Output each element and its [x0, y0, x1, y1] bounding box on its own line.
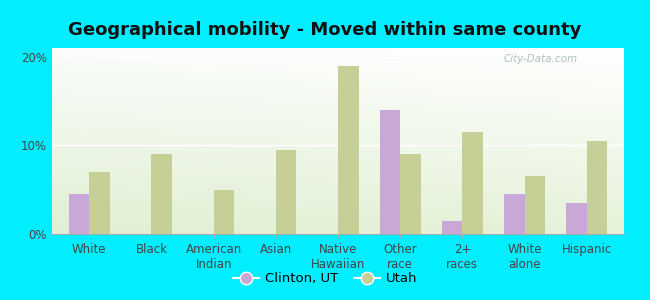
- Bar: [338, 66, 359, 234]
- Legend: Clinton, UT, Utah: Clinton, UT, Utah: [227, 267, 422, 290]
- Text: Geographical mobility - Moved within same county: Geographical mobility - Moved within sam…: [68, 21, 582, 39]
- Bar: [380, 110, 400, 234]
- Bar: [462, 132, 483, 234]
- Bar: [587, 141, 607, 234]
- Text: City-Data.com: City-Data.com: [504, 54, 578, 64]
- Bar: [69, 194, 89, 234]
- Bar: [214, 190, 234, 234]
- Bar: [525, 176, 545, 234]
- Bar: [151, 154, 172, 234]
- Bar: [89, 172, 110, 234]
- Bar: [504, 194, 525, 234]
- Bar: [566, 203, 587, 234]
- Bar: [276, 150, 296, 234]
- Bar: [400, 154, 421, 234]
- Bar: [442, 221, 462, 234]
